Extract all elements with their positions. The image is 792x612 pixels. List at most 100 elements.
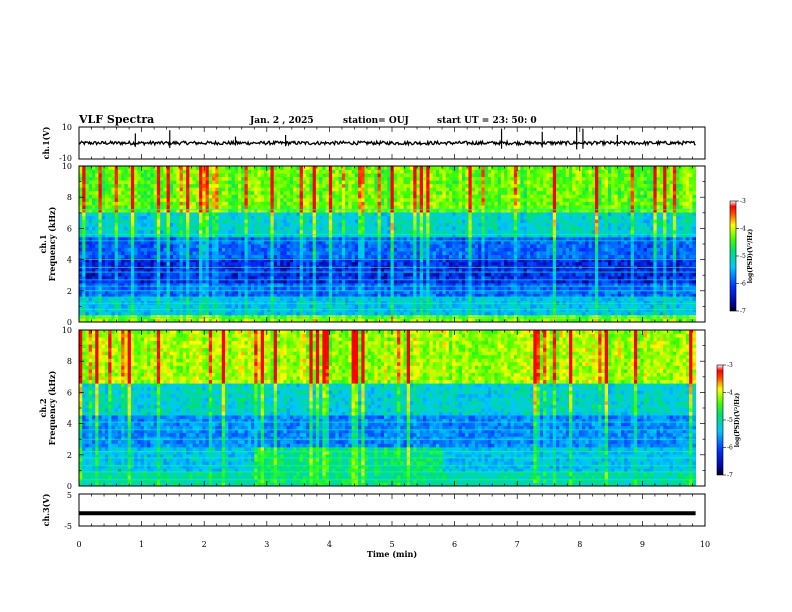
spectrogram-cell <box>361 215 365 220</box>
spectrogram-cell <box>166 254 171 259</box>
spectrogram-cell <box>423 183 427 188</box>
spectrogram-cell <box>254 219 258 224</box>
spectrogram-cell <box>124 208 129 213</box>
spectrogram-cell <box>338 261 343 266</box>
spectrogram-cell <box>328 244 333 248</box>
spectrogram-cell <box>111 173 116 178</box>
spectrogram-cell <box>176 208 181 213</box>
spectrogram-cell <box>416 258 421 263</box>
spectrogram-cell <box>156 279 161 284</box>
spectrogram-cell <box>166 261 171 266</box>
spectrogram-cell <box>241 314 245 319</box>
spectrogram-cell <box>137 169 142 174</box>
spectrogram-cell <box>82 169 86 174</box>
spectrogram-cell <box>150 283 155 287</box>
spectrogram-cell <box>367 300 372 305</box>
spectrogram-cell <box>390 261 395 266</box>
spectrogram-cell <box>423 254 427 259</box>
spectrogram-cell <box>218 286 223 291</box>
spectrogram-cell <box>400 251 404 256</box>
spectrogram-cell <box>208 166 213 170</box>
spectrogram-cell <box>325 212 330 217</box>
spectrogram-cell <box>247 205 252 209</box>
spectrogram-cell <box>332 300 336 305</box>
spectrogram-cell <box>315 187 320 192</box>
spectrogram-cell <box>163 190 168 195</box>
spectrogram-cell <box>124 190 129 195</box>
spectrogram-cell <box>400 293 404 298</box>
spectrogram-cell <box>179 194 184 199</box>
spectrogram-cell <box>205 169 210 174</box>
spectrogram-cell <box>160 251 164 256</box>
spectrogram-cell <box>309 293 314 298</box>
spectrogram-cell <box>413 215 417 220</box>
spectrogram-cell <box>140 268 145 273</box>
spectrogram-cell <box>160 176 164 181</box>
spectrogram-cell <box>114 261 119 266</box>
spectrogram-cell <box>435 212 440 217</box>
spectrogram-cell <box>429 183 434 188</box>
spectrogram-cell <box>432 286 437 291</box>
spectrogram-cell <box>280 297 284 302</box>
spectrogram-cell <box>225 197 229 202</box>
spectrogram-cell <box>79 176 83 181</box>
spectrogram-cell <box>186 244 190 248</box>
spectrogram-cell <box>312 236 317 241</box>
spectrogram-cell <box>400 233 404 238</box>
spectrogram-cell <box>153 311 158 316</box>
spectrogram-cell <box>195 268 200 273</box>
spectrogram-cell <box>137 240 142 245</box>
spectrogram-cell <box>234 190 239 195</box>
spectrogram-cell <box>134 166 138 170</box>
spectrogram-cell <box>212 258 216 263</box>
spectrogram-cell <box>208 286 213 291</box>
spectrogram-cell <box>195 190 200 195</box>
spectrogram-cell <box>231 222 236 227</box>
spectrogram-cell <box>432 201 437 206</box>
spectrogram-cell <box>296 197 301 202</box>
spectrogram-cell <box>228 208 232 213</box>
spectrogram-cell <box>238 272 242 277</box>
spectrogram-cell <box>319 190 323 195</box>
spectrogram-cell <box>169 212 174 217</box>
spectrogram-cell <box>130 183 135 188</box>
spectrogram-cell <box>306 272 310 277</box>
spectrogram-cell <box>212 212 216 217</box>
spectrogram-cell <box>322 254 327 259</box>
spectrogram-cell <box>403 236 408 241</box>
spectrogram-cell <box>137 268 142 273</box>
spectrogram-cell <box>267 297 271 302</box>
spectrogram-cell <box>108 208 112 213</box>
spectrogram-cell <box>130 219 135 224</box>
spectrogram-cell <box>88 187 93 192</box>
spectrogram-cell <box>251 314 255 319</box>
spectrogram-cell <box>137 219 142 224</box>
spectrogram-cell <box>166 318 171 322</box>
spectrogram-cell <box>280 254 284 259</box>
spectrogram-cell <box>91 272 96 277</box>
spectrogram-cell <box>423 205 427 209</box>
spectrogram-cell <box>121 222 125 227</box>
spectrogram-cell <box>429 233 434 238</box>
spectrogram-cell <box>98 244 103 248</box>
spectrogram-cell <box>134 261 138 266</box>
spectrogram-cell <box>231 258 236 263</box>
spectrogram-cell <box>328 226 333 231</box>
spectrogram-cell <box>351 304 356 309</box>
spectrogram-cell <box>416 275 421 280</box>
spectrogram-cell <box>397 304 401 309</box>
spectrogram-cell <box>351 176 356 181</box>
spectrogram-cell <box>234 258 239 263</box>
spectrogram-cell <box>267 283 271 287</box>
spectrogram-cell <box>221 300 226 305</box>
spectrogram-cell <box>173 272 177 277</box>
spectrogram-cell <box>195 236 200 241</box>
spectrogram-cell <box>192 215 197 220</box>
spectrogram-cell <box>140 190 145 195</box>
spectrogram-cell <box>160 304 164 309</box>
spectrogram-cell <box>225 190 229 195</box>
spectrogram-cell <box>215 215 219 220</box>
spectrogram-cell <box>156 272 161 277</box>
spectrogram-cell <box>312 261 317 266</box>
spectrogram-cell <box>270 236 275 241</box>
